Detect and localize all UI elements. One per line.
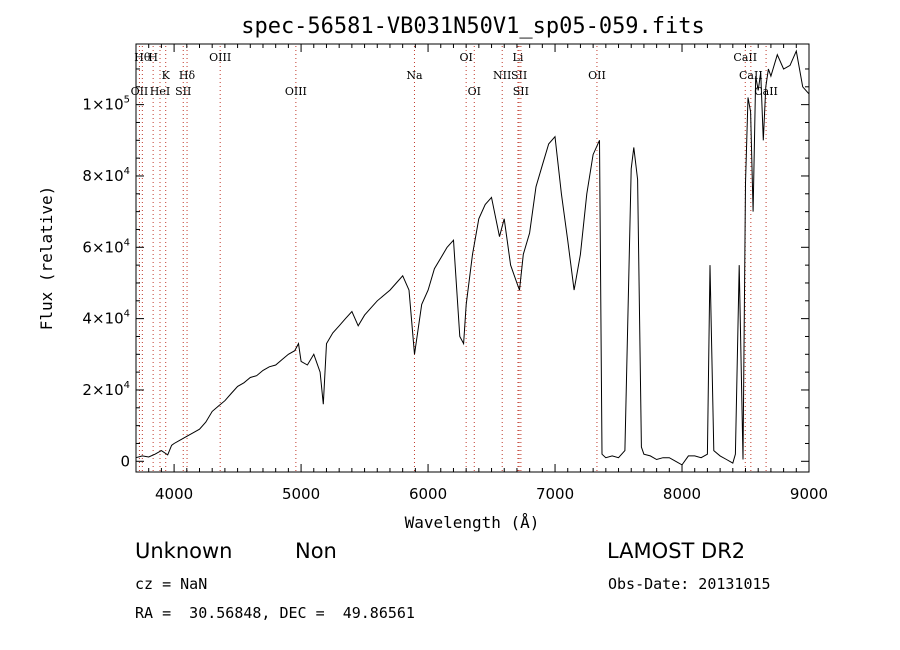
coordinates: RA = 30.56848, DEC = 49.86561 (135, 604, 415, 622)
line-label-16: OIII (285, 85, 307, 98)
spectrum-curve (135, 49, 810, 466)
y-tick-label-2: 4×104 (82, 309, 130, 328)
y-tick-label-3: 6×104 (82, 237, 130, 256)
line-label-7: Hδ (179, 69, 196, 82)
obs-date: Obs-Date: 20131015 (608, 575, 771, 593)
line-label-17: OI (468, 85, 481, 98)
x-tick-label-3: 7000 (536, 485, 574, 503)
y-tick-label-4: 8×104 (82, 166, 130, 185)
x-tick-label-0: 4000 (155, 485, 193, 503)
object-subclass: Non (295, 539, 337, 563)
chart-title: spec-56581-VB031N50V1_sp05-059.fits (241, 14, 705, 39)
y-axis-label: Flux (relative) (37, 186, 56, 331)
object-class: Unknown (135, 539, 233, 563)
line-label-18: SII (513, 85, 529, 98)
line-label-2: OIII (209, 51, 231, 64)
y-tick-label-0: 0 (120, 452, 130, 470)
line-label-11: OII (588, 69, 606, 82)
axis-ticks: 4000 5000 6000 7000 8000 9000 0 2×104 4×104 6×104… (82, 44, 828, 503)
line-label-4: Li (513, 51, 524, 64)
x-tick-label-2: 6000 (409, 485, 447, 503)
line-label-0: Hθ (134, 51, 151, 64)
line-label-15: SII (175, 85, 191, 98)
survey-name: LAMOST DR2 (607, 539, 746, 563)
line-label-12: CaII (739, 69, 763, 82)
line-label-10: SII (511, 69, 527, 82)
x-tick-label-5: 9000 (790, 485, 828, 503)
x-axis-label: Wavelength (Å) (405, 513, 540, 532)
y-tick-label-1: 2×104 (82, 380, 130, 399)
line-label-6: K (162, 69, 171, 82)
line-label-1: H (148, 51, 158, 64)
line-label-8: Na (406, 69, 423, 82)
line-label-5: CaII (733, 51, 757, 64)
line-label-3: OI (459, 51, 472, 64)
line-label-14: HeI (150, 85, 170, 98)
plot-frame (135, 43, 810, 473)
x-tick-label-1: 5000 (282, 485, 320, 503)
x-tick-label-4: 8000 (663, 485, 701, 503)
y-tick-label-5: 1×105 (82, 95, 130, 114)
line-label-9: NII (493, 69, 511, 82)
line-label-13: OII (131, 85, 149, 98)
redshift: cz = NaN (135, 575, 208, 593)
